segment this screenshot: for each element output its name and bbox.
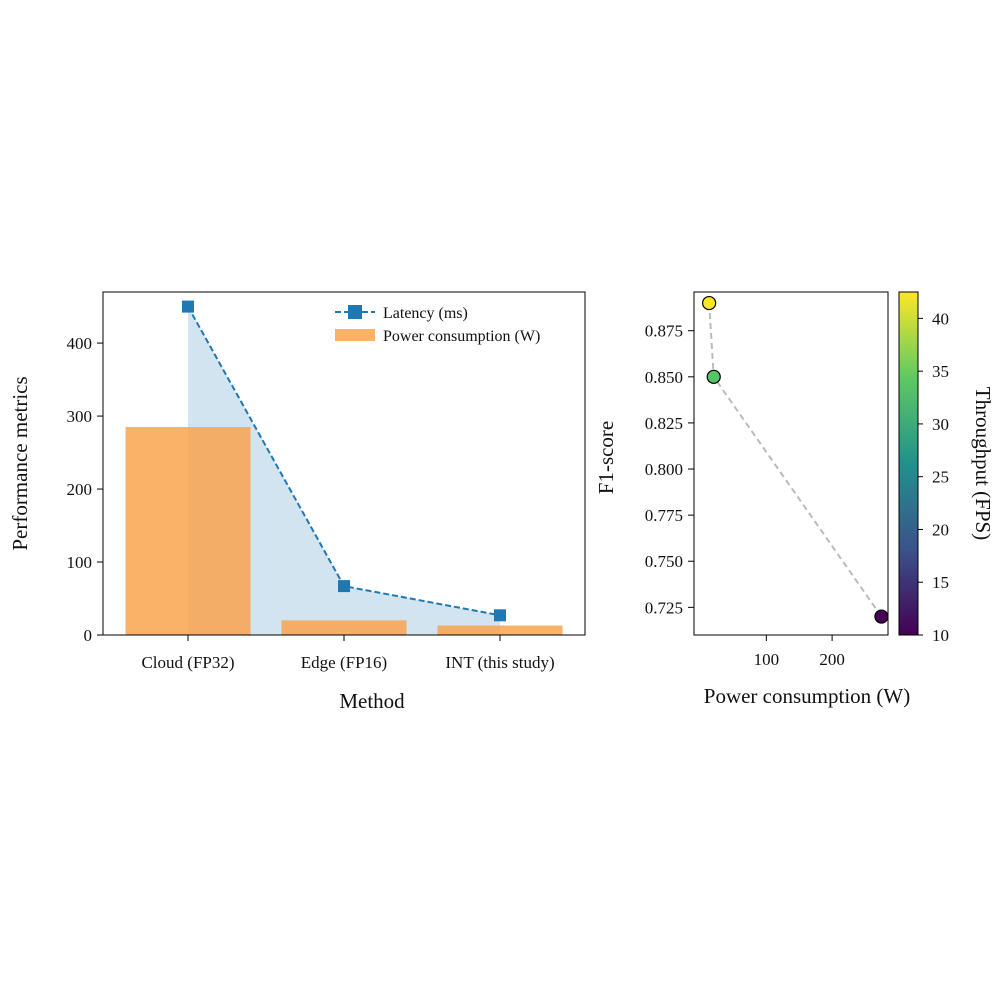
- left-y-tick-label: 400: [67, 334, 93, 353]
- left-y-tick-label: 100: [67, 553, 93, 572]
- f1-point: [702, 295, 717, 311]
- legend-latency-marker-swatch: [348, 305, 362, 319]
- right-y-tick-label: 0.875: [645, 322, 683, 341]
- colorbar-tick-label: 35: [932, 362, 949, 381]
- right-y-tick-label: 0.750: [645, 552, 683, 571]
- right-y-tick-label: 0.725: [645, 598, 683, 617]
- latency-marker: [182, 300, 194, 313]
- f1-points-layer: [702, 295, 889, 624]
- left-y-tick-label: 0: [84, 626, 93, 645]
- right-chart: 0.725 0.750 0.775 0.800 0.825 0.850 0.875 100 2…: [594, 291, 995, 708]
- colorbar: [898, 291, 919, 636]
- legend-power-swatch: [335, 329, 375, 341]
- left-y-tick-label: 200: [67, 480, 93, 499]
- power-bar: [125, 427, 251, 635]
- right-x-tick-label: 100: [754, 650, 780, 669]
- colorbar-label: Throughput (FPS): [971, 387, 995, 540]
- colorbar-tick-label: 10: [932, 626, 949, 645]
- left-y-axis-label: Performance metrics: [8, 376, 32, 550]
- latency-area-layer: [188, 306, 500, 635]
- f1-point: [706, 369, 721, 384]
- left-x-tick-label: Edge (FP16): [301, 653, 387, 672]
- left-x-ticks: Cloud (FP32) Edge (FP16) INT (this study): [141, 635, 555, 672]
- left-x-tick-label: INT (this study): [445, 653, 554, 672]
- colorbar-tick-label: 30: [932, 415, 949, 434]
- latency-marker: [338, 580, 350, 593]
- f1-connecting-line: [708, 303, 883, 618]
- colorbar-tick-label: 40: [932, 309, 949, 328]
- left-chart: 0 100 200 300 400 Cloud (FP32) Edge (FP16) INT…: [8, 291, 586, 713]
- right-y-tick-label: 0.800: [645, 460, 683, 479]
- right-y-ticks: 0.725 0.750 0.775 0.800 0.825 0.850 0.875: [645, 322, 694, 617]
- right-x-tick-label: 200: [819, 650, 845, 669]
- left-x-axis-label: Method: [339, 689, 405, 713]
- left-y-ticks: 0 100 200 300 400: [67, 334, 103, 645]
- legend-latency-label: Latency (ms): [383, 305, 468, 322]
- right-y-tick-label: 0.825: [645, 414, 683, 433]
- power-bar: [437, 625, 563, 635]
- right-x-ticks: 100 200: [754, 635, 845, 669]
- left-x-tick-label: Cloud (FP32): [141, 653, 234, 672]
- power-bar: [281, 620, 407, 635]
- left-legend: Latency (ms) Power consumption (W): [335, 305, 540, 345]
- colorbar-tick-label: 15: [932, 573, 949, 592]
- colorbar-tick-label: 25: [932, 468, 949, 487]
- colorbar-tick-label: 20: [932, 520, 949, 539]
- right-y-axis-label: F1-score: [594, 421, 618, 494]
- left-y-tick-label: 300: [67, 407, 93, 426]
- legend-power-label: Power consumption (W): [383, 328, 540, 345]
- latency-area-fill: [188, 306, 500, 635]
- f1-connecting-line-layer: [708, 303, 883, 618]
- right-plot-frame: [693, 291, 889, 636]
- right-y-tick-label: 0.775: [645, 506, 683, 525]
- power-bars-layer: [125, 427, 563, 635]
- latency-marker: [494, 609, 506, 622]
- f1-point: [874, 609, 889, 624]
- right-y-tick-label: 0.850: [645, 368, 683, 387]
- right-x-axis-label: Power consumption (W): [704, 684, 910, 708]
- colorbar-ticks: 10 15 20 25 30 35 40: [918, 309, 949, 645]
- latency-markers-layer: [182, 300, 506, 622]
